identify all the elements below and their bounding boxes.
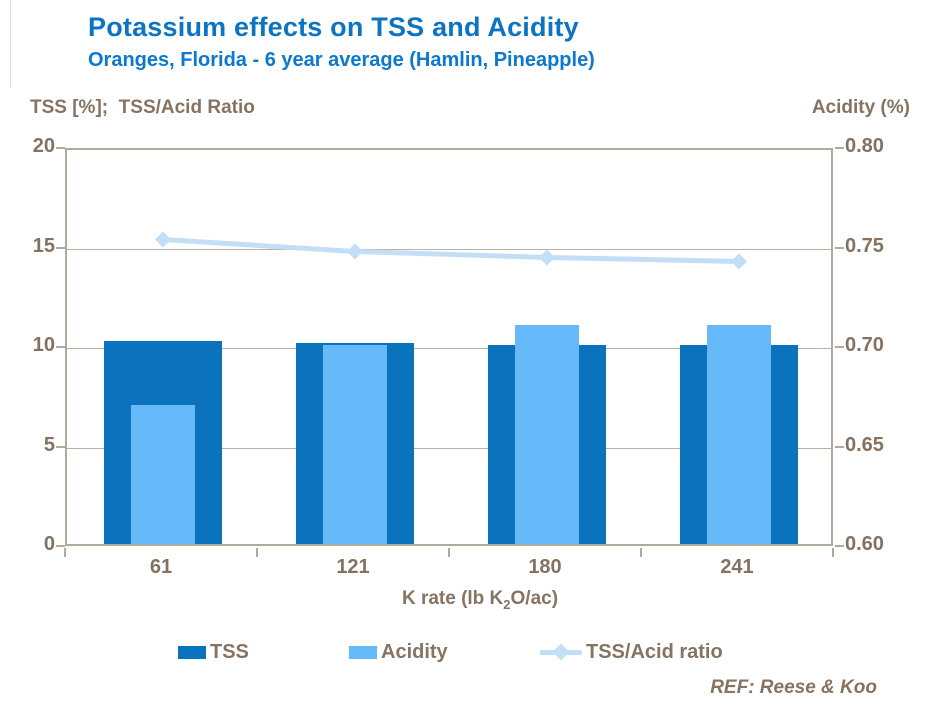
tss-legend-label: TSS [210, 640, 249, 663]
bar-acidity-61 [131, 404, 195, 544]
axis-tick-mark [56, 445, 65, 448]
ratio-legend-label: TSS/Acid ratio [586, 640, 723, 663]
chart-subtitle: Oranges, Florida - 6 year average (Hamli… [88, 49, 595, 71]
bar-acidity-121 [323, 345, 387, 544]
axis-tick-mark [835, 445, 844, 448]
axis-tick-mark [56, 147, 65, 149]
left-axis-tick-label: 5 [43, 433, 55, 456]
left-axis-tick-label: 10 [32, 334, 55, 356]
axis-tick-mark [56, 346, 65, 348]
right-axis-tick-label: 0.60 [845, 533, 884, 555]
ratio-line [162, 237, 740, 264]
x-axis-tick-label: 121 [336, 556, 370, 578]
x-axis-title-sub: 2 [503, 596, 511, 612]
left-axis-tick-label: 20 [32, 135, 55, 157]
x-axis-tick-label: 241 [720, 556, 754, 578]
ratio-marker-180 [539, 249, 555, 266]
right-axis-title: Acidity (%) [811, 97, 910, 118]
ratio-legend-diamond-icon [552, 643, 570, 661]
gridline [67, 348, 831, 349]
left-axis-title: TSS [%]; TSS/Acid Ratio [30, 97, 255, 118]
gridline [67, 447, 831, 449]
axis-tick-mark [56, 246, 65, 249]
left-axis-tick-label: 0 [43, 533, 55, 555]
left-axis-tick-label: 15 [32, 234, 55, 257]
axis-tick-mark [835, 246, 844, 249]
ratio-legend-marker [540, 643, 582, 661]
x-axis-tick-label: 61 [149, 556, 173, 578]
axis-tick-mark [256, 548, 258, 557]
right-axis-tick-label: 0.80 [845, 135, 884, 157]
ratio-marker-61 [155, 231, 171, 248]
legend-item-ratio: TSS/Acid ratio [540, 640, 723, 664]
x-axis-tick-label: 180 [528, 556, 562, 578]
ratio-marker-241 [731, 253, 747, 270]
bar-acidity-241 [707, 325, 771, 544]
tss-legend-swatch [178, 645, 206, 659]
reference-text: REF: Reese & Koo [710, 677, 877, 698]
axis-tick-mark [640, 548, 642, 557]
ratio-marker-121 [347, 243, 363, 260]
axis-tick-mark [64, 548, 66, 557]
right-axis-tick-label: 0.65 [845, 433, 884, 456]
legend-item-acidity: Acidity [349, 640, 448, 664]
right-axis-tick-label: 0.70 [845, 334, 884, 356]
acidity-legend-label: Acidity [381, 640, 448, 663]
axis-tick-mark [56, 545, 65, 547]
bar-acidity-180 [515, 325, 579, 544]
plot-area [65, 148, 833, 546]
chart-title: Potassium effects on TSS and Acidity [88, 12, 579, 42]
legend-item-tss: TSS [178, 640, 249, 664]
slide-edge-line [10, 0, 11, 88]
axis-tick-mark [832, 548, 834, 557]
gridline [67, 248, 831, 250]
axis-tick-mark [835, 545, 844, 547]
x-axis-title-pre: K rate (lb K [401, 588, 504, 609]
axis-tick-mark [835, 147, 844, 149]
axis-tick-mark [448, 548, 450, 557]
ratio-line-layer [155, 231, 747, 270]
x-axis-title-post: O/ac) [510, 588, 559, 609]
axis-tick-mark [835, 346, 844, 348]
acidity-legend-swatch [349, 645, 377, 659]
x-axis-title: K rate (lb K2O/ac) [330, 588, 630, 612]
right-axis-tick-label: 0.75 [845, 234, 884, 257]
